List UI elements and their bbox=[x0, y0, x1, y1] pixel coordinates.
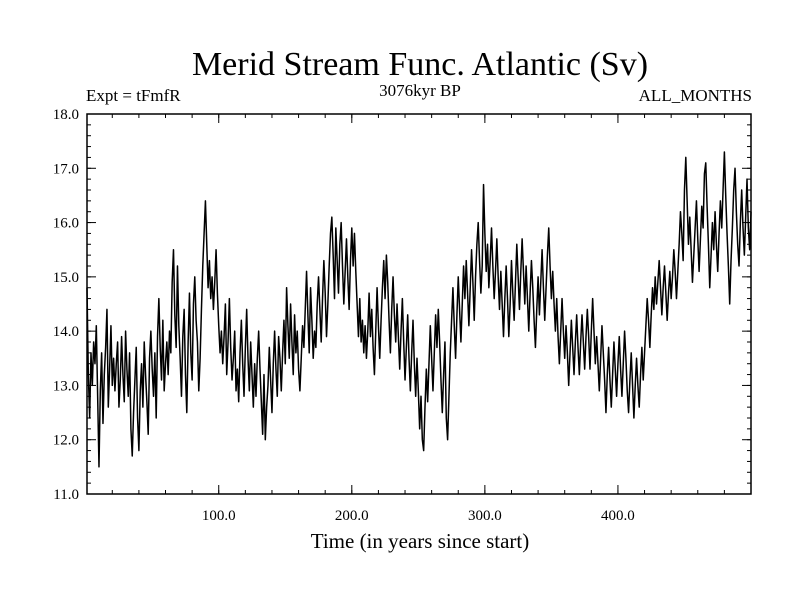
y-tick-label: 11.0 bbox=[53, 487, 79, 503]
y-tick-label: 18.0 bbox=[53, 107, 79, 123]
x-tick-label: 200.0 bbox=[335, 508, 369, 524]
x-axis: 100.0 200.0 300.0 400.0 bbox=[111, 114, 725, 524]
y-tick-label: 17.0 bbox=[53, 161, 79, 177]
x-axis-label: Time (in years since start) bbox=[311, 529, 530, 553]
chart-title: Merid Stream Func. Atlantic (Sv) bbox=[192, 46, 648, 83]
y-tick-label: 12.0 bbox=[53, 433, 79, 449]
x-tick-label: 400.0 bbox=[601, 508, 635, 524]
x-tick-label: 100.0 bbox=[202, 508, 236, 524]
months-label: ALL_MONTHS bbox=[639, 86, 752, 105]
y-tick-label: 13.0 bbox=[53, 378, 79, 394]
x-tick-label: 300.0 bbox=[468, 508, 502, 524]
experiment-label: Expt = tFmfR bbox=[86, 86, 181, 105]
y-tick-label: 15.0 bbox=[53, 270, 79, 286]
plot-frame bbox=[86, 113, 752, 495]
y-tick-label: 16.0 bbox=[53, 216, 79, 232]
y-axis: 11.0 12.0 13.0 14.0 15.0 16.0 17.0 18.0 bbox=[53, 107, 751, 503]
y-tick-label: 14.0 bbox=[53, 324, 79, 340]
series-line bbox=[86, 151, 752, 468]
time-period-label: 3076kyr BP bbox=[379, 81, 461, 100]
